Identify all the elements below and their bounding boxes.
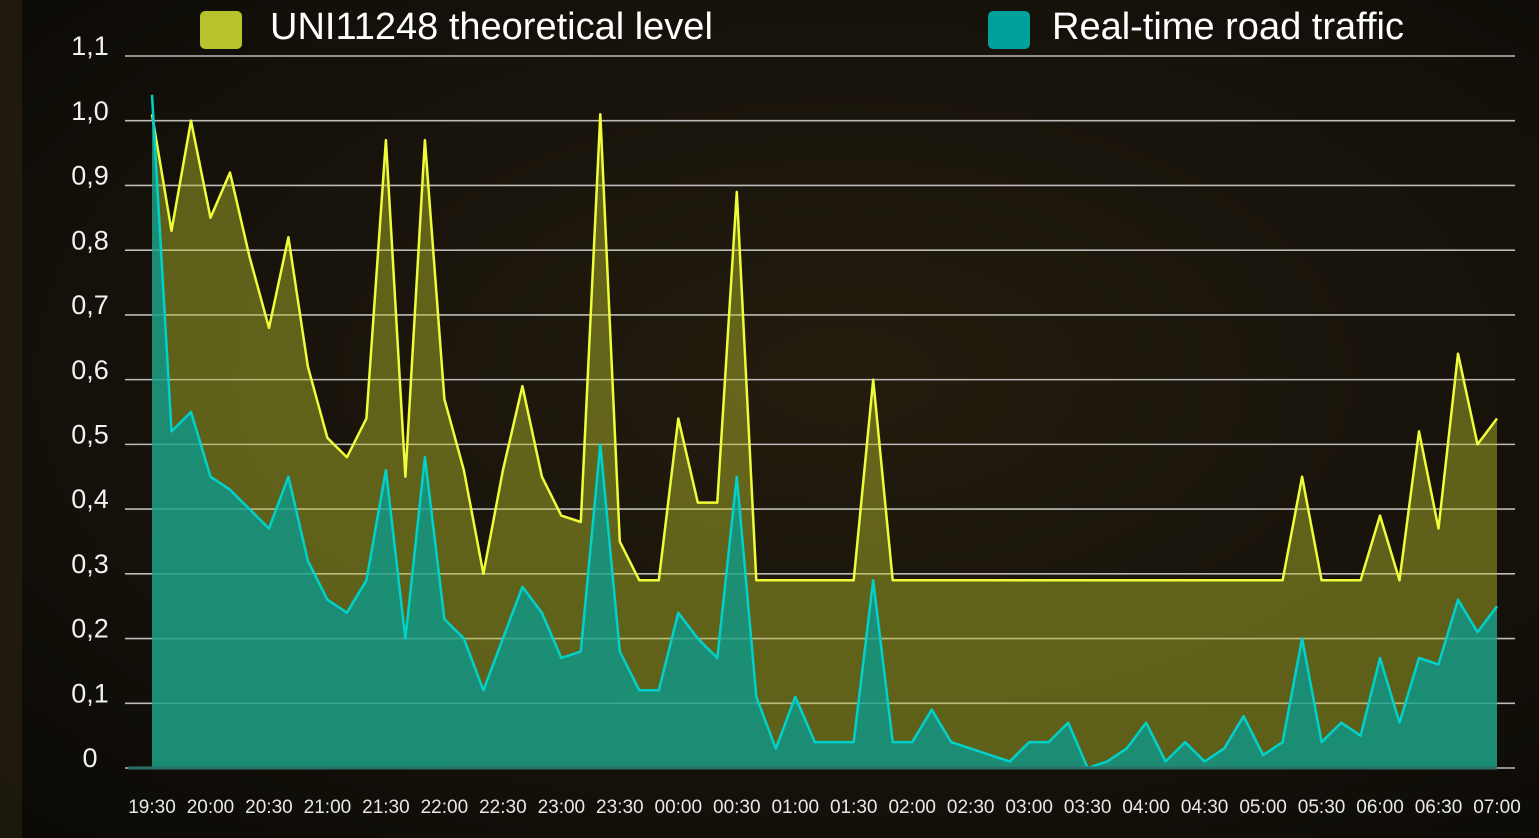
edge-texture	[0, 0, 22, 838]
legend-label: Real-time road traffic	[1052, 6, 1404, 48]
x-tick-label: 05:30	[1298, 797, 1346, 818]
x-tick-label: 02:30	[947, 797, 995, 818]
x-tick-label: 04:00	[1122, 797, 1170, 818]
x-tick-label: 05:00	[1239, 797, 1287, 818]
y-tick-label: 0,5	[71, 419, 109, 449]
x-tick-label: 20:00	[187, 797, 235, 818]
x-tick-label: 04:30	[1181, 797, 1229, 818]
y-tick-label: 1,0	[71, 96, 109, 126]
legend-swatch	[988, 11, 1030, 49]
page: {"chart_data": { "type": "area", "catego…	[0, 0, 1539, 838]
x-tick-label: 06:30	[1415, 797, 1463, 818]
x-tick-label: 00:00	[655, 797, 703, 818]
x-tick-label: 21:30	[362, 797, 410, 818]
legend-label: UNI11248 theoretical level	[270, 6, 713, 48]
x-tick-label: 01:00	[771, 797, 819, 818]
x-tick-label: 06:00	[1356, 797, 1404, 818]
x-tick-label: 02:00	[888, 797, 936, 818]
x-tick-label: 01:30	[830, 797, 878, 818]
y-tick-label: 0,7	[71, 290, 109, 320]
y-tick-label: 0	[82, 743, 97, 773]
y-tick-label: 0,1	[71, 678, 109, 708]
x-tick-label: 22:00	[421, 797, 469, 818]
y-tick-label: 0,6	[71, 355, 109, 385]
x-tick-label: 07:00	[1473, 797, 1521, 818]
x-tick-label: 21:00	[304, 797, 352, 818]
x-tick-label: 03:00	[1005, 797, 1053, 818]
y-tick-label: 0,3	[71, 549, 109, 579]
y-tick-label: 0,4	[71, 484, 109, 514]
x-tick-label: 23:00	[538, 797, 586, 818]
y-tick-label: 0,8	[71, 225, 109, 255]
y-tick-label: 0,9	[71, 161, 109, 191]
x-tick-label: 03:30	[1064, 797, 1112, 818]
y-tick-label: 0,2	[71, 614, 109, 644]
x-tick-label: 22:30	[479, 797, 527, 818]
y-tick-label: 1,1	[71, 31, 109, 61]
x-tick-label: 00:30	[713, 797, 761, 818]
chart: 0 0,1 0,2 0,3 0,4 0,5 0,6 0,7 0,8 0,9 1,0 1,1 19:30 2…	[0, 0, 1539, 838]
x-tick-label: 19:30	[128, 797, 176, 818]
legend-swatch	[200, 11, 242, 49]
x-tick-label: 20:30	[245, 797, 293, 818]
x-tick-label: 23:30	[596, 797, 644, 818]
